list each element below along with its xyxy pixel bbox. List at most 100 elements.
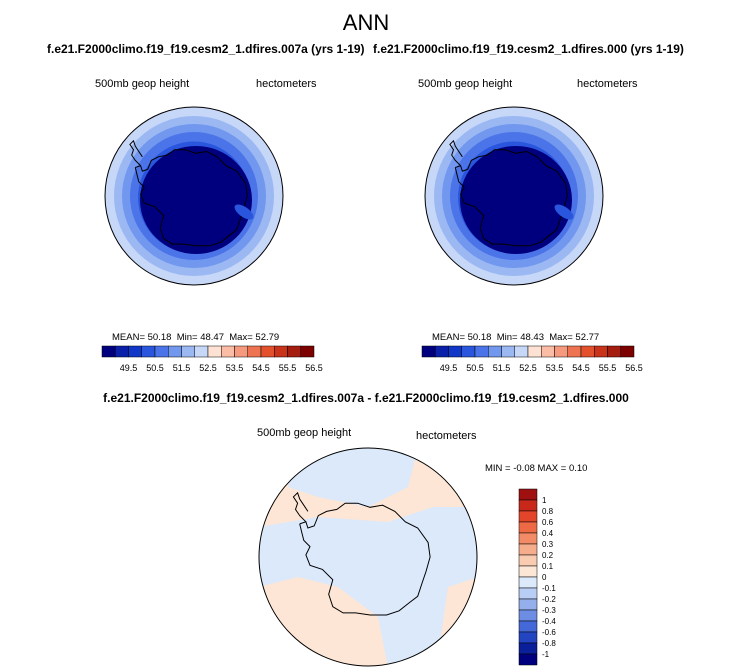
diff-colorbar-box-4 — [518, 521, 538, 534]
panel-1-colorbar-tick-label: 54.5 — [252, 363, 270, 373]
diff-colorbar-box-11 — [518, 598, 538, 611]
panel-2-colorbar-box-8 — [514, 345, 529, 358]
diff-colorbar-tick-label: -0.4 — [542, 617, 556, 626]
diff-colorbar: 1 0.8 0.6 0.4 0.3 0.2 0.1 0 -0.1 -0.2 -0.3 -0.4 -0.6… — [518, 488, 556, 666]
panel-2-colorbar-box-9 — [527, 345, 542, 358]
diff-colorbar-box-2 — [518, 499, 538, 512]
diff-colorbar-tick-label: 0.6 — [542, 518, 554, 527]
panel-1-peninsula-coastline — [129, 139, 143, 167]
diff-panel-units-label: hectometers — [416, 430, 477, 442]
diff-colorbar-tick-label: -1 — [542, 650, 550, 659]
panel-1-colorbar-box-10 — [221, 345, 235, 358]
panel-1-units-label: hectometers — [256, 78, 317, 90]
panel-1-colorbar-box-12 — [247, 345, 262, 358]
diff-colorbar-box-8 — [518, 565, 538, 578]
panel-1-colorbar-box-4 — [141, 345, 156, 358]
panel-2-variable-label: 500mb geop height — [418, 78, 513, 90]
panel-2-colorbar-tick-label: 50.5 — [466, 363, 484, 373]
panel-1-colorbar-tick-label: 56.5 — [305, 363, 323, 373]
panel-2-colorbar-box-13 — [580, 345, 595, 358]
panel-2-colorbar-box-12 — [567, 345, 582, 358]
panel-2-colorbar-box-15 — [607, 345, 621, 358]
panel-1-colorbar-box-3 — [128, 345, 142, 358]
panel-1-colorbar-tick-label: 51.5 — [173, 363, 191, 373]
panel-2-stats: MEAN= 50.18 Min= 48.43 Max= 52.77 — [432, 332, 599, 343]
diff-coastline — [299, 502, 431, 616]
diff-map-border — [258, 447, 478, 667]
panel-2-colorbar: 49.5 50.5 51.5 52.5 53.5 54.5 55.5 56.5 — [421, 345, 643, 373]
panel-1-max-value: 52.79 — [255, 332, 280, 343]
panel-2-title: f.e21.F2000climo.f19_f19.cesm2_1.dfires.… — [373, 42, 684, 56]
diff-colorbar-tick-label: 1 — [542, 496, 547, 505]
diff-colorbar-box-12 — [518, 609, 538, 622]
panel-1-low-center — [140, 146, 252, 254]
diff-colorbar-tick-label: -0.2 — [542, 595, 556, 604]
diff-colorbar-tick-label: 0.1 — [542, 562, 554, 571]
panel-1-colorbar-tick-label: 53.5 — [226, 363, 244, 373]
panel-1-coastline — [134, 149, 248, 247]
diff-colorbar-box-5 — [518, 532, 538, 545]
diff-colorbar-box-3 — [518, 510, 538, 523]
diff-colorbar-tick-label: 0.4 — [542, 529, 554, 538]
panel-1-title: f.e21.F2000climo.f19_f19.cesm2_1.dfires.… — [47, 42, 365, 56]
panel-1-colorbar-tick-label: 50.5 — [146, 363, 164, 373]
panel-1-colorbar-box-13 — [260, 345, 275, 358]
panel-1-colorbar-box-2 — [115, 345, 129, 358]
panel-2-min-value: 48.43 — [520, 332, 544, 343]
diff-colorbar-tick-label: -0.8 — [542, 639, 556, 648]
panel-1-mean-value: 50.18 — [147, 332, 172, 343]
panel-1-colorbar-box-5 — [154, 345, 169, 358]
panel-1-colorbar-box-15 — [287, 345, 301, 358]
panel-1-colorbar-tick-label: 49.5 — [120, 363, 138, 373]
diff-colorbar-box-1 — [518, 488, 538, 501]
panel-2-map-border — [424, 106, 604, 286]
panel-1-colorbar-box-1 — [101, 345, 116, 358]
diff-colorbar-box-14 — [518, 631, 538, 644]
panel-2-colorbar-tick-label: 56.5 — [625, 363, 643, 373]
diff-peninsula-coastline — [292, 491, 309, 523]
panel-2-peninsula-coastline — [449, 139, 463, 167]
panel-1-colorbar-box-14 — [274, 345, 288, 358]
panel-2-mean-label: MEAN= — [432, 332, 465, 343]
diff-colorbar-box-15 — [518, 642, 538, 655]
panel-1-ice-shelf — [234, 204, 254, 220]
diff-colorbar-tick-label: -0.3 — [542, 606, 556, 615]
diff-colorbar-box-9 — [518, 576, 538, 589]
diff-colorbar-tick-label: -0.6 — [542, 628, 556, 637]
panel-1-colorbar-box-16 — [300, 345, 315, 358]
panel-1-max-label: Max= — [229, 332, 253, 343]
panel-2-colorbar-box-6 — [488, 345, 502, 358]
diff-colorbar-tick-label: -0.1 — [542, 584, 556, 593]
panel-2-mean-value: 50.18 — [467, 332, 492, 343]
panel-2-colorbar-box-3 — [448, 345, 462, 358]
diff-negative-region-north — [288, 448, 418, 507]
diff-colorbar-box-13 — [518, 620, 538, 633]
panel-2-colorbar-tick-label: 54.5 — [572, 363, 590, 373]
panel-2-colorbar-tick-label: 51.5 — [493, 363, 511, 373]
diff-negative-region-center — [259, 507, 477, 666]
panel-2-ice-shelf — [554, 204, 574, 220]
panel-1-colorbar-tick-label: 52.5 — [199, 363, 217, 373]
diff-colorbar-tick-label: 0 — [542, 573, 547, 582]
panel-2-colorbar-tick-label: 53.5 — [546, 363, 564, 373]
panel-2-colorbar-box-2 — [435, 345, 449, 358]
diff-panel-title: f.e21.F2000climo.f19_f19.cesm2_1.dfires.… — [103, 391, 629, 405]
panel-2-colorbar-box-5 — [474, 345, 489, 358]
panel-2-colorbar-tick-label: 55.5 — [599, 363, 617, 373]
panel-2-coastline — [454, 149, 568, 247]
panel-2-colorbar-box-14 — [594, 345, 608, 358]
panel-2-units-label: hectometers — [577, 78, 638, 90]
panel-2-colorbar-box-16 — [620, 345, 635, 358]
panel-1-stats: MEAN= 50.18 Min= 48.47 Max= 52.79 — [112, 332, 279, 343]
panel-1-min-value: 48.47 — [200, 332, 224, 343]
panel-1-map-border — [104, 106, 284, 286]
panel-1-colorbar: 49.5 50.5 51.5 52.5 53.5 54.5 55.5 56.5 — [101, 345, 323, 373]
diff-colorbar-tick-label: 0.2 — [542, 551, 554, 560]
panel-2-colorbar-box-10 — [541, 345, 555, 358]
diff-colorbar-box-10 — [518, 587, 538, 600]
panel-2-max-label: Max= — [549, 332, 573, 343]
panel-2-colorbar-box-1 — [421, 345, 436, 358]
main-title: ANN — [342, 10, 390, 35]
diff-colorbar-tick-label: 0.3 — [542, 540, 554, 549]
panel-1-colorbar-box-9 — [207, 345, 222, 358]
